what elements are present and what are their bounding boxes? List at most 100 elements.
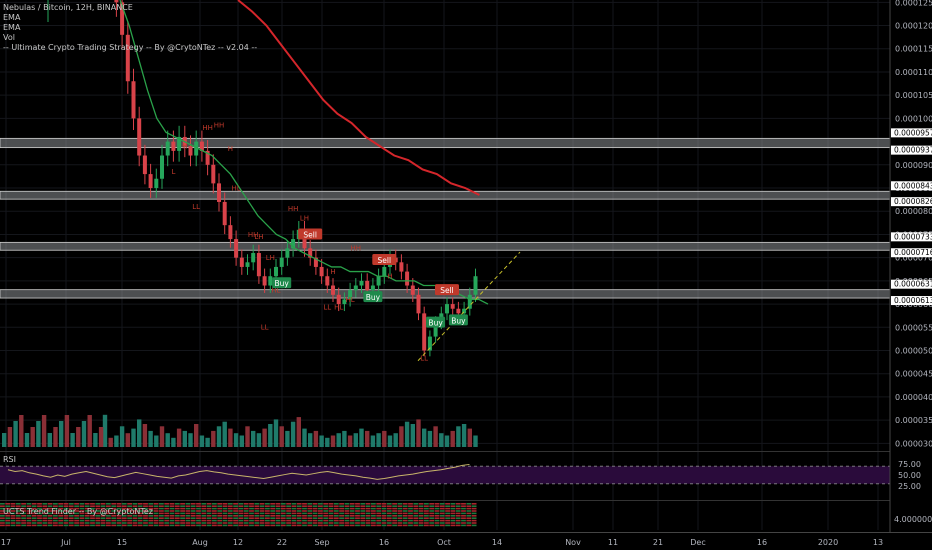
trend-cell <box>21 519 26 522</box>
zone-price-label: 0.00007330 <box>894 232 932 241</box>
trend-cell <box>190 510 196 512</box>
trend-cell <box>418 510 424 512</box>
trend-cell <box>148 512 154 515</box>
trend-cell <box>402 512 408 515</box>
trend-cell <box>159 522 164 524</box>
trend-cell <box>439 519 445 522</box>
zone-price-box <box>891 145 932 155</box>
trend-cell <box>21 522 26 524</box>
trend-cell <box>47 507 53 510</box>
trend-cell <box>402 519 408 522</box>
trend-cell <box>386 503 392 505</box>
trend-cell <box>21 512 26 515</box>
price-tick-label: 0.00004000 <box>895 393 932 402</box>
trend-cell <box>360 522 366 524</box>
trend-cell <box>386 519 392 522</box>
trend-cell <box>323 507 329 510</box>
trend-cell <box>185 510 191 512</box>
trend-cell <box>265 510 270 512</box>
trend-cell <box>455 522 461 524</box>
trend-cell <box>190 515 196 517</box>
trend-cell <box>333 510 339 512</box>
trend-cell <box>42 512 48 515</box>
zone-price-box <box>891 197 932 207</box>
trend-cell <box>323 519 329 522</box>
trend-cell <box>121 505 127 507</box>
trend-cell <box>286 519 291 522</box>
trend-cell <box>10 507 16 510</box>
trend-cell <box>5 524 11 527</box>
trend-cell <box>95 517 101 519</box>
indicator-vol[interactable]: Vol <box>3 33 15 42</box>
trend-cell <box>318 503 323 505</box>
trend-cell <box>355 515 360 517</box>
signal-marker-label: Sell <box>440 286 454 295</box>
trend-cell <box>121 519 127 522</box>
volume-bar <box>319 435 324 447</box>
trend-cell <box>344 507 350 510</box>
trend-cell <box>10 510 16 512</box>
volume-bar <box>19 415 24 447</box>
trend-cell <box>392 503 397 505</box>
trend-cell <box>392 512 397 515</box>
trend-cell <box>21 517 26 519</box>
trend-cell <box>339 515 344 517</box>
indicator-ema-2[interactable]: EMA <box>3 23 21 32</box>
price-tick-label: 0.00008000 <box>895 207 932 216</box>
trend-cell <box>90 503 95 505</box>
trend-cell <box>143 519 148 522</box>
trend-cell <box>386 515 392 517</box>
trend-cell <box>53 510 58 512</box>
trend-cell <box>137 512 143 515</box>
trend-cell <box>169 519 175 522</box>
trend-cell <box>169 505 175 507</box>
trend-cell <box>174 503 180 505</box>
trend-cell <box>0 507 5 510</box>
candles <box>47 0 478 357</box>
trend-cell <box>169 522 175 524</box>
trend-cell <box>445 522 450 524</box>
pivot-label: LH <box>266 254 275 262</box>
volume-bar <box>59 421 64 447</box>
trend-cell <box>243 522 249 524</box>
volume-bar <box>416 419 421 447</box>
candle-body <box>331 285 335 295</box>
candle-body <box>188 146 193 156</box>
trend-cell <box>238 519 244 522</box>
trend-cell <box>296 522 302 524</box>
trend-cell <box>111 503 117 505</box>
trend-cell <box>143 503 148 505</box>
trend-cell <box>392 524 397 527</box>
volume-bar <box>2 433 7 447</box>
trend-cell <box>355 507 360 510</box>
candle-body <box>279 257 284 267</box>
trend-cell <box>68 517 74 519</box>
trend-cell <box>63 515 69 517</box>
trend-cell <box>296 507 302 510</box>
candle-body <box>211 164 216 184</box>
trend-cell <box>461 517 466 519</box>
trend-cell <box>164 515 170 517</box>
trend-cell <box>455 507 461 510</box>
price-axis[interactable]: 0.00012500 0.00012000 0.00011500 0.00011000… <box>889 0 932 550</box>
volume-bar <box>47 433 52 447</box>
trend-cell <box>429 507 435 510</box>
indicator-ema-1[interactable]: EMA <box>3 13 21 22</box>
indicator-ucts[interactable]: -- Ultimate Crypto Trading Strategy -- B… <box>3 43 258 52</box>
zone-price-box <box>891 248 932 258</box>
volume-bar <box>268 424 273 447</box>
trend-cell <box>116 522 122 524</box>
rsi-label[interactable]: RSI <box>3 455 16 464</box>
trend-cell <box>5 519 11 522</box>
trend-finder-pane <box>0 500 932 527</box>
trend-cell <box>116 512 122 515</box>
trend-cell <box>227 519 233 522</box>
candle-body <box>125 34 130 82</box>
volume-bar <box>251 430 256 447</box>
candle-body <box>445 304 449 314</box>
time-axis[interactable]: 17 Jul 15 Aug 12 22 Sep 16 Oct 14 Nov 11 21 Dec 16 2020… <box>0 532 932 548</box>
trend-cell <box>392 510 397 512</box>
trend-finder-label[interactable]: UCTS Trend Finder -- By @CryptoNTez <box>3 507 153 516</box>
